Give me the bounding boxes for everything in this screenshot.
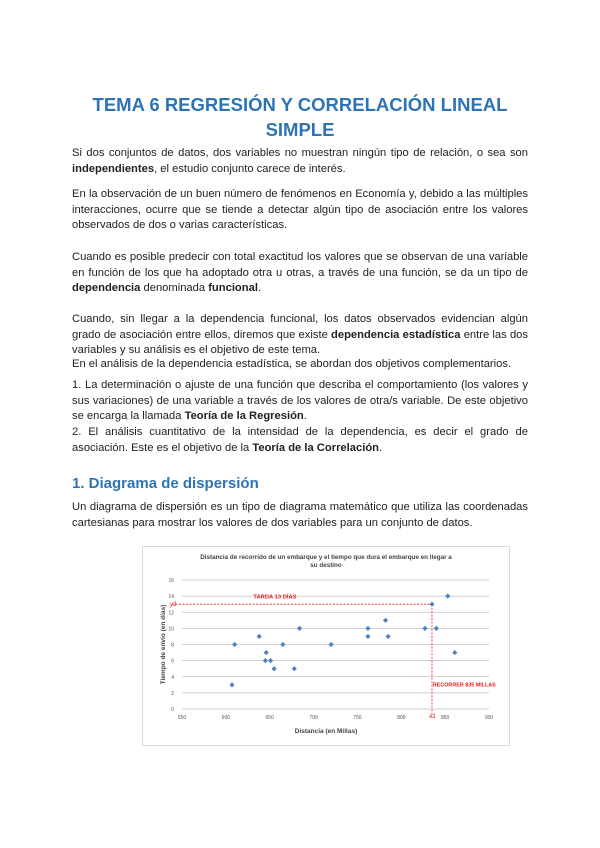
chart-title: Distancia de recorrido de un embarque y … (200, 554, 452, 561)
x-tick-label: 750 (353, 715, 362, 721)
text-span: Si dos conjuntos de datos, dos variables… (72, 147, 528, 159)
data-point (365, 633, 371, 640)
x1-symbol: x1 (428, 713, 436, 720)
text-span: , el estudio conjunto carece de interés. (154, 162, 346, 175)
y-tick-label: 0 (171, 707, 174, 713)
y-axis-label: Tiempo de envío (en días) (160, 605, 167, 685)
y-tick-label: 16 (168, 578, 174, 584)
x-tick-label: 800 (397, 715, 406, 721)
annotation-y-label: TARDA 13 DÍAS (253, 593, 296, 601)
data-point (232, 641, 238, 648)
paragraph: 2. El análisis cuantitativo de la intens… (72, 425, 528, 456)
data-point (256, 633, 262, 640)
paragraph: 1. La determinación o ajuste de una func… (72, 378, 528, 425)
text-span: En el análisis de la dependencia estadís… (72, 358, 512, 370)
bold-term: independientes (72, 162, 155, 175)
bold-term: funcional (208, 282, 258, 295)
x-tick-label: 600 (222, 715, 231, 721)
bold-term: Teoría de la Regresión (184, 410, 304, 423)
section-heading: 1. Diagrama de dispersión (72, 475, 259, 492)
data-point (422, 625, 428, 631)
x-tick-label: 550 (178, 715, 187, 721)
text-span: . (303, 410, 307, 423)
data-point (365, 625, 371, 631)
paragraph: Si dos conjuntos de datos, dos variables… (72, 146, 528, 177)
y-tick-label: 6 (171, 659, 174, 665)
data-point (291, 666, 297, 672)
y-tick-label: 2 (171, 691, 174, 697)
bold-term: dependencia (72, 282, 141, 295)
text-span: denominada (140, 282, 209, 295)
x-axis-label: Distancia (en Millas) (295, 728, 358, 735)
text-span: 2. El análisis cuantitativo de la intens… (72, 426, 528, 454)
y-tick-label: 12 (168, 610, 174, 616)
data-point (263, 649, 269, 656)
data-point (271, 666, 277, 672)
bold-term: dependencia estadística (331, 328, 461, 341)
x-tick-label: 650 (266, 715, 275, 721)
data-point (382, 617, 389, 623)
paragraph: Cuando es posible predecir con total exa… (72, 250, 528, 297)
y-tick-label: 8 (171, 643, 174, 649)
text-span: . (378, 441, 383, 454)
y-tick-label: 4 (171, 675, 174, 681)
data-point (229, 682, 235, 688)
data-point (262, 658, 268, 664)
data-point (429, 601, 435, 607)
text-span: Un diagrama de dispersión es un tipo de … (72, 501, 528, 529)
page-title: TEMA 6 REGRESIÓN Y CORRELACIÓN LINEAL SI… (92, 94, 508, 140)
x-tick-label: 900 (485, 715, 494, 721)
x-tick-label: 850 (441, 715, 450, 721)
annotation-x-label: RECORRER 835 MILLAS (433, 682, 496, 688)
text-span: Cuando es posible predecir con total exa… (72, 251, 528, 279)
y-tick-label: 10 (168, 626, 174, 632)
data-point (452, 649, 458, 656)
text-span: . (257, 282, 262, 295)
chart-title-line2: su destino (310, 562, 342, 569)
data-point (385, 633, 391, 640)
text-span: entre las dos variables y su análisis es… (72, 328, 528, 357)
paragraph: En el análisis de la dependencia estadís… (72, 357, 528, 373)
y-tick-label: 14 (168, 594, 174, 600)
data-point (445, 593, 451, 599)
text-span: Cuando, sin llegar a la dependencia func… (72, 313, 528, 341)
text-span: En la observación de un buen número de f… (72, 188, 528, 232)
data-point (280, 641, 286, 648)
data-point (296, 625, 303, 631)
x-tick-label: 700 (309, 715, 318, 721)
text-span: 1. La determinación o ajuste de una func… (72, 379, 528, 423)
y1-symbol: y1 (169, 601, 177, 608)
paragraph: En la observación de un buen número de f… (72, 187, 528, 234)
data-point (433, 625, 439, 631)
data-point (328, 641, 334, 648)
scatter-chart: Distancia de recorrido de un embarque y … (142, 546, 510, 746)
paragraph: Cuando, sin llegar a la dependencia func… (72, 312, 528, 359)
data-point (267, 658, 274, 664)
bold-term: Teoría de la Correlación (252, 441, 379, 454)
paragraph: Un diagrama de dispersión es un tipo de … (72, 500, 528, 531)
